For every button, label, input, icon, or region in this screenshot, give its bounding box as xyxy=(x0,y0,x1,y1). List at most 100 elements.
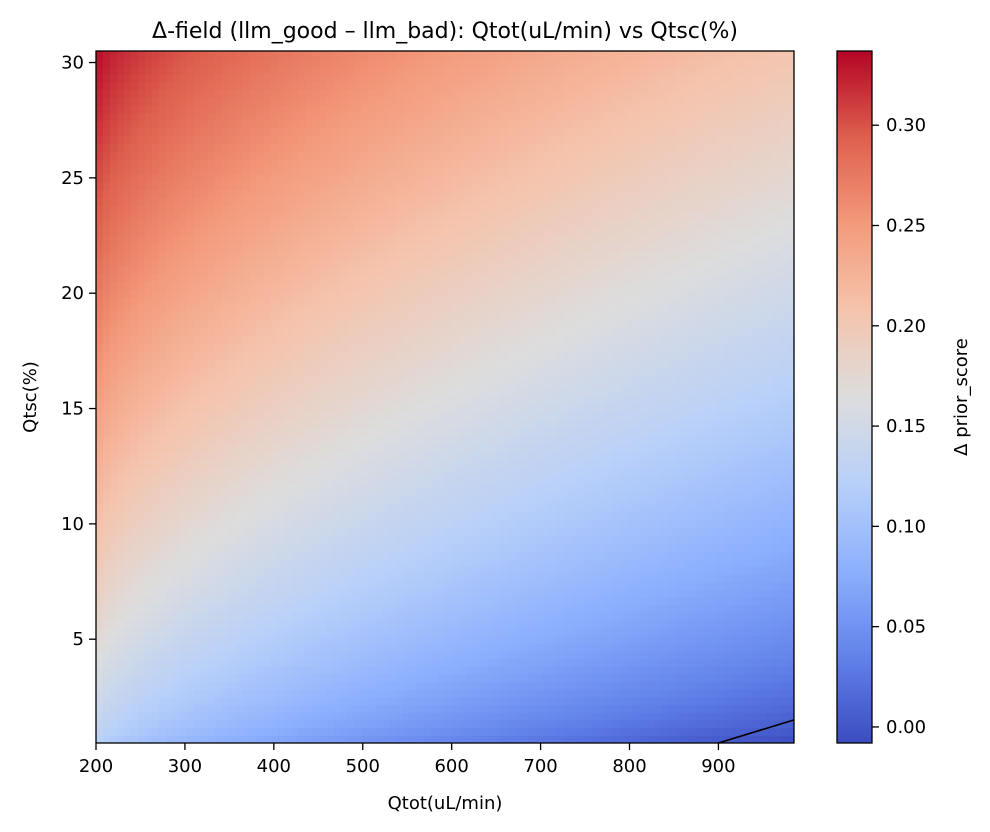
heatmap-cell xyxy=(361,104,369,114)
heatmap-cell xyxy=(305,404,313,413)
heatmap-cell xyxy=(109,558,118,567)
heatmap-cell xyxy=(389,658,397,667)
heatmap-cell xyxy=(417,412,425,421)
heatmap-cell xyxy=(172,258,181,267)
heatmap-cell xyxy=(116,120,125,129)
heatmap-cell xyxy=(396,658,404,667)
heatmap-cell xyxy=(445,289,453,298)
heatmap-cell xyxy=(228,627,237,636)
heatmap-cell xyxy=(207,658,216,667)
heatmap-cell xyxy=(214,581,223,590)
heatmap-cell xyxy=(403,450,411,460)
heatmap-cell xyxy=(333,466,341,475)
heatmap-cell xyxy=(179,704,188,713)
heatmap-cell xyxy=(291,366,300,375)
heatmap-cell xyxy=(123,97,132,106)
heatmap-cell xyxy=(472,189,481,198)
heatmap-cell xyxy=(179,735,188,743)
heatmap-cell xyxy=(158,596,167,606)
heatmap-cell xyxy=(326,58,334,67)
heatmap-cell xyxy=(235,112,244,121)
heatmap-cell xyxy=(242,543,251,552)
heatmap-cell xyxy=(186,450,195,460)
heatmap-cell xyxy=(298,681,306,690)
heatmap-cell xyxy=(221,97,230,106)
heatmap-cell xyxy=(221,458,230,467)
heatmap-cell xyxy=(137,104,146,114)
heatmap-cell xyxy=(256,520,265,529)
heatmap-cell xyxy=(319,58,327,67)
heatmap-cell xyxy=(179,550,188,560)
heatmap-cell xyxy=(158,312,167,321)
heatmap-cell xyxy=(319,66,327,75)
heatmap-cell xyxy=(291,596,300,606)
heatmap-cell xyxy=(214,281,223,290)
heatmap-cell xyxy=(340,666,348,675)
heatmap-cell xyxy=(235,727,244,736)
heatmap-cell xyxy=(277,250,286,260)
heatmap-cell xyxy=(165,650,174,660)
heatmap-cell xyxy=(312,458,320,467)
heatmap-cell xyxy=(284,74,293,83)
heatmap-cell xyxy=(417,174,425,183)
heatmap-cell xyxy=(451,704,460,713)
heatmap-cell xyxy=(200,489,209,498)
heatmap-cell xyxy=(200,619,209,629)
heatmap-cell xyxy=(186,589,195,598)
heatmap-cell xyxy=(172,143,181,152)
heatmap-cell xyxy=(312,735,320,743)
heatmap-cell xyxy=(214,81,223,91)
heatmap-cell xyxy=(465,427,474,437)
heatmap-cell xyxy=(193,673,202,683)
heatmap-cell xyxy=(403,174,411,183)
heatmap-cell xyxy=(109,112,118,121)
heatmap-cell xyxy=(242,74,251,83)
heatmap-cell xyxy=(403,89,411,98)
heatmap-cell xyxy=(263,289,272,298)
heatmap-cell xyxy=(116,97,125,106)
heatmap-cell xyxy=(472,666,481,675)
heatmap-cell xyxy=(347,704,355,713)
heatmap-cell xyxy=(319,320,327,329)
heatmap-cell xyxy=(130,366,139,375)
heatmap-cell xyxy=(277,220,286,229)
heatmap-cell xyxy=(109,712,118,721)
heatmap-cell xyxy=(438,51,446,60)
heatmap-cell xyxy=(207,158,216,167)
heatmap-cell xyxy=(221,604,230,613)
heatmap-cell xyxy=(284,104,293,114)
heatmap-cell xyxy=(424,427,432,437)
heatmap-cell xyxy=(319,197,327,206)
heatmap-cell xyxy=(451,504,460,513)
heatmap-cell xyxy=(123,435,132,444)
heatmap-cell xyxy=(403,120,411,129)
heatmap-cell xyxy=(291,397,300,406)
heatmap-cell xyxy=(96,589,104,598)
heatmap-cell xyxy=(319,166,327,175)
heatmap-cell xyxy=(382,735,390,743)
heatmap-cell xyxy=(193,666,202,675)
heatmap-cell xyxy=(270,696,279,706)
heatmap-cell xyxy=(326,458,334,467)
heatmap-cell xyxy=(472,566,481,575)
heatmap-cell xyxy=(438,427,446,437)
heatmap-cell xyxy=(451,273,460,283)
heatmap-cell xyxy=(284,51,293,60)
heatmap-cell xyxy=(382,350,390,360)
heatmap-cell xyxy=(207,666,216,675)
heatmap-cell xyxy=(298,704,306,713)
heatmap-cell xyxy=(207,581,216,590)
heatmap-cell xyxy=(270,174,279,183)
heatmap-cell xyxy=(298,719,306,729)
heatmap-cell xyxy=(130,197,139,206)
heatmap-cell xyxy=(116,489,125,498)
heatmap-cell xyxy=(438,312,446,321)
heatmap-cell xyxy=(151,596,160,606)
heatmap-cell xyxy=(451,719,460,729)
heatmap-cell xyxy=(417,635,425,644)
heatmap-cell xyxy=(123,412,132,421)
heatmap-cell xyxy=(354,704,362,713)
heatmap-cell xyxy=(291,481,300,490)
heatmap-cell xyxy=(242,566,251,575)
heatmap-cell xyxy=(298,496,306,506)
